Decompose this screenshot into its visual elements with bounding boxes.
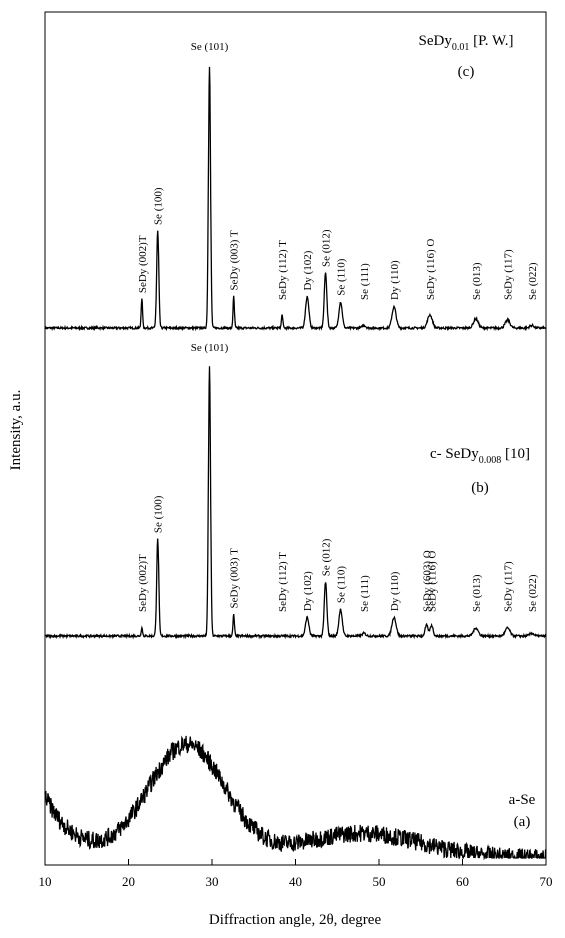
peak-labels: SeDy (002)T Se (100) Se (101) SeDy (003) T S…: [137, 41, 539, 612]
peak-label: SeDy (603) O: [422, 550, 434, 612]
peak-label: SeDy (112) T: [277, 240, 289, 300]
peak-label: Dy (102): [302, 250, 314, 290]
peak-label: Se (022): [527, 574, 539, 612]
peak-label: Se (111): [359, 575, 371, 612]
x-tick-label: 40: [289, 874, 302, 889]
y-axis-title: Intensity, a.u.: [8, 390, 24, 471]
x-tick-label: 30: [206, 874, 219, 889]
peak-label: Se (100): [153, 495, 165, 533]
x-axis-title: Diffraction angle, 2θ, degree: [209, 912, 382, 928]
peak-label: Se (013): [471, 262, 483, 300]
curve-letter: (a): [514, 814, 531, 830]
peak-label: SeDy (003) T: [229, 230, 241, 291]
peak-label: Se (022): [527, 262, 539, 300]
peak-label: SeDy (112) T: [277, 552, 289, 612]
peak-label: SeDy (116) O: [427, 551, 439, 612]
plot-frame: [44, 11, 547, 866]
peak-label: Dy (110): [389, 260, 401, 300]
curve-letter: (b): [471, 480, 489, 496]
peak-label: Se (101): [191, 342, 229, 354]
diffraction-curve: [44, 366, 547, 640]
peak-label: Se (012): [321, 538, 333, 576]
curve-names: SeDy0.01 [P. W.] (c) c- SeDy0.008 [10] (b) a…: [418, 33, 535, 830]
curve-name: c- SeDy0.008 [10]: [430, 446, 530, 466]
x-tick-label: 50: [373, 874, 386, 889]
peak-label: SeDy (117): [503, 249, 515, 300]
diffraction-curve: [44, 66, 547, 332]
curve-name: SeDy0.01 [P. W.]: [418, 33, 513, 53]
x-tick-label: 10: [39, 874, 52, 889]
peak-label: Se (110): [336, 258, 348, 296]
diffraction-curve: [44, 735, 547, 861]
diffraction-curves: [44, 66, 547, 861]
x-ticks: 10 20 30 40 50 60 70: [39, 859, 553, 889]
peak-label: Dy (102): [302, 571, 314, 611]
peak-label: Se (111): [359, 263, 371, 300]
peak-label: Se (012): [321, 229, 333, 267]
curve-letter: (c): [458, 64, 475, 80]
curve-name: a-Se: [509, 792, 536, 808]
x-tick-label: 20: [122, 874, 135, 889]
peak-label: Se (101): [191, 41, 229, 53]
peak-label: Se (110): [336, 566, 348, 604]
peak-label: SeDy (003) T: [229, 548, 241, 609]
x-tick-label: 70: [540, 874, 553, 889]
peak-label: Dy (110): [389, 571, 401, 611]
peak-label: SeDy (002)T: [137, 554, 149, 612]
peak-label: Se (013): [471, 574, 483, 612]
peak-label: Se (100): [153, 187, 165, 225]
x-tick-label: 60: [456, 874, 469, 889]
plot-area-border: [44, 11, 547, 866]
peak-label: SeDy (117): [503, 561, 515, 612]
peak-label: SeDy (116) O: [425, 239, 437, 300]
peak-label: SeDy (002)T: [137, 235, 149, 293]
